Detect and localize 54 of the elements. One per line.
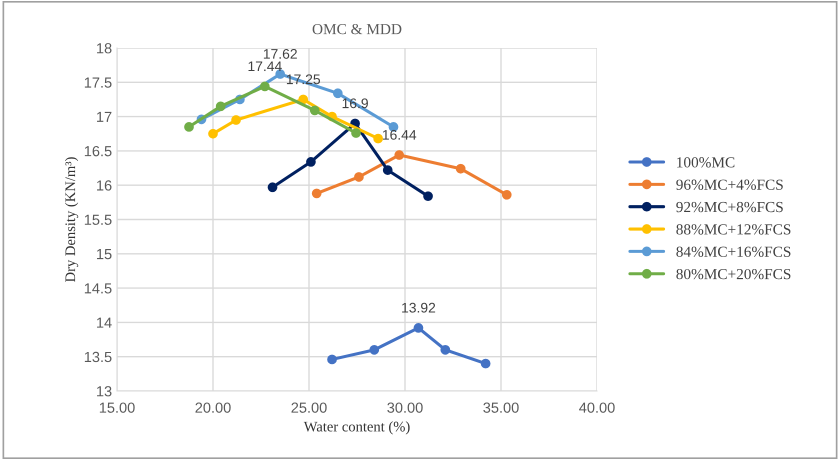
- y-tick-label: 17.5: [84, 78, 112, 88]
- point: [351, 128, 361, 138]
- point: [394, 150, 404, 160]
- legend-label: 80%MC+20%FCS: [676, 268, 790, 280]
- legend-label: 84%MC+16%FCS: [676, 246, 790, 257]
- point: [298, 94, 308, 104]
- point: [310, 106, 320, 116]
- point: [327, 354, 337, 364]
- y-tick-label: 16.5: [84, 146, 112, 156]
- legend-label: 92%MC+8%FCS: [676, 202, 783, 212]
- legend-label: 100%MC: [677, 157, 734, 168]
- y-tick-label: 15: [97, 249, 112, 260]
- point: [208, 128, 218, 139]
- point: [306, 157, 316, 167]
- x-tick-label: 15.00: [100, 402, 135, 413]
- point: [480, 358, 490, 368]
- point: [369, 344, 380, 355]
- point: [456, 164, 466, 174]
- x-tick-label: 35.00: [483, 402, 519, 413]
- x-tick-label: 40.00: [579, 402, 615, 413]
- data-label: 16.44: [382, 130, 416, 140]
- legend-label: 96%MC+4%FCS: [676, 180, 783, 190]
- chart-title: OMC & MDD: [312, 24, 402, 34]
- point: [216, 101, 226, 112]
- point: [414, 323, 424, 333]
- point: [440, 344, 450, 355]
- point: [231, 115, 241, 125]
- x-tick-label: 30.00: [387, 402, 423, 413]
- point: [423, 191, 433, 202]
- y-tick-label: 14: [97, 318, 112, 328]
- y-tick-label: 13.5: [84, 352, 112, 362]
- x-tick-label: 20.00: [195, 402, 231, 413]
- point: [332, 88, 343, 98]
- y-axis-title: Dry Density (KN/m³): [64, 157, 78, 282]
- point: [354, 172, 364, 182]
- x-axis-title: Water content (%): [304, 421, 410, 434]
- y-tick-label: 18: [97, 43, 112, 54]
- y-tick-label: 16: [97, 180, 112, 191]
- point: [312, 188, 322, 198]
- y-tick-label: 14.5: [84, 283, 112, 294]
- point: [268, 182, 278, 192]
- data-label: 17.44: [248, 61, 282, 72]
- point: [502, 190, 512, 200]
- point: [184, 122, 194, 132]
- data-label: 17.62: [264, 48, 297, 59]
- point: [373, 134, 383, 144]
- y-tick-label: 15.5: [84, 214, 112, 225]
- y-tick-label: 13: [97, 386, 112, 396]
- data-label: 13.92: [402, 302, 436, 313]
- point: [382, 165, 393, 175]
- y-tick-label: 17: [97, 112, 112, 122]
- legend-label: 88%MC+12%FCS: [676, 224, 790, 235]
- x-tick-label: 25.00: [291, 402, 327, 413]
- point: [260, 82, 270, 92]
